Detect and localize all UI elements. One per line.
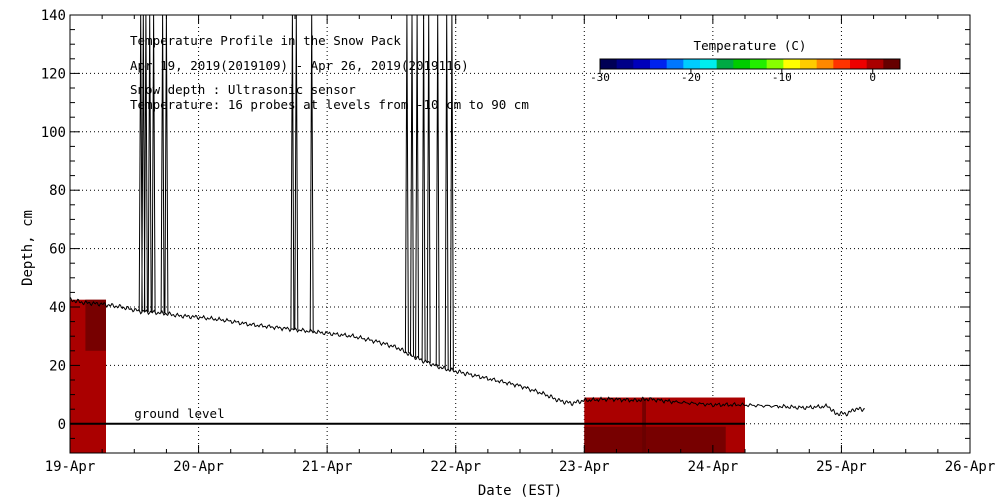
x-tick-label: 24-Apr [688,459,739,475]
ground-level-label: ground level [134,406,224,421]
colorbar-tick-label: -20 [681,71,701,84]
colorbar-segment [650,59,668,69]
colorbar-frame [599,58,901,70]
x-axis-ticks: 19-Apr 20-Apr 21-Apr 22-Apr 23-Apr 24-Apr 25-A… [45,15,996,475]
temperature-warm-patch [85,299,106,351]
annotation-snow-depth: Snow depth : Ultrasonic sensor [130,82,356,97]
y-tick-label: 40 [49,300,66,316]
colorbar-segment [750,59,768,69]
colorbar-segment [633,59,651,69]
x-tick-label: 20-Apr [173,459,224,475]
colorbar-tick-label: -30 [590,71,610,84]
temperature-warm-patch [584,426,726,453]
colorbar-segment [816,59,834,69]
chart-title: Temperature Profile in the Snow Pack [130,33,401,48]
y-axis-title: Depth, cm [20,210,36,286]
y-tick-label: 60 [49,242,66,258]
x-tick-label: 19-Apr [45,459,96,475]
chart-subtitle: Apr 19, 2019(2019109) - Apr 26, 2019(201… [130,58,469,73]
snow-depth-line [69,297,865,417]
x-axis-title: Date (EST) [478,483,562,499]
colorbar-segment [883,59,901,69]
x-tick-label: 23-Apr [559,459,610,475]
colorbar-segment [600,59,618,69]
colorbar-segment [766,59,784,69]
y-tick-label: 0 [58,417,66,433]
y-tick-label: 140 [41,8,66,24]
y-tick-label: 100 [41,125,66,141]
colorbar-segment [666,59,684,69]
x-tick-label: 26-Apr [945,459,996,475]
colorbar-segment [833,59,851,69]
y-tick-label: 120 [41,66,66,82]
colorbar-segment [783,59,801,69]
colorbar-segment [616,59,634,69]
y-tick-label: 80 [49,183,66,199]
x-tick-label: 21-Apr [302,459,353,475]
colorbar-tick-label: -10 [772,71,792,84]
colorbar-segment [683,59,701,69]
temperature-heatmap [70,299,745,453]
colorbar-title: Temperature (C) [694,38,807,53]
y-axis-ticks: 0 20 40 60 80 100 120 140 [41,8,970,454]
colorbar: -30 -20 -10 0 [590,58,901,84]
x-tick-label: 25-Apr [816,459,867,475]
colorbar-segment [800,59,818,69]
temperature-warm-patch [642,398,646,453]
colorbar-segment [733,59,751,69]
colorbar-segment [850,59,868,69]
colorbar-segment [866,59,884,69]
y-tick-label: 20 [49,358,66,374]
colorbar-segment [716,59,734,69]
colorbar-tick-label: 0 [869,71,876,84]
x-tick-label: 22-Apr [430,459,481,475]
colorbar-segment [700,59,718,69]
annotation-temperature: Temperature: 16 probes at levels from -1… [130,97,529,112]
